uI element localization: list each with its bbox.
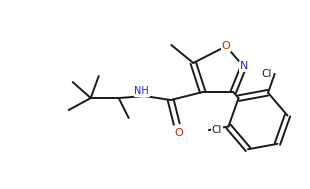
- Text: O: O: [222, 41, 230, 51]
- Text: N: N: [239, 61, 248, 71]
- Text: Cl: Cl: [212, 125, 222, 135]
- Text: NH: NH: [134, 86, 149, 96]
- Text: O: O: [174, 128, 183, 138]
- Text: Cl: Cl: [262, 69, 272, 79]
